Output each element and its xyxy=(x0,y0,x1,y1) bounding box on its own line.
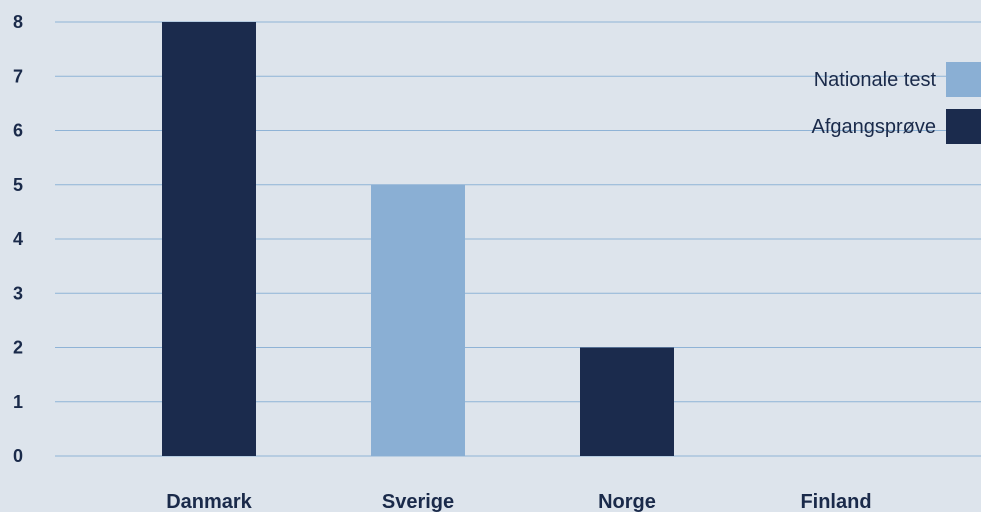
y-tick-label: 3 xyxy=(13,283,23,303)
y-tick-label: 8 xyxy=(13,12,23,32)
x-category-label: Danmark xyxy=(166,491,252,512)
bar-sverige xyxy=(371,184,465,456)
legend-swatch xyxy=(946,62,981,97)
y-tick-label: 2 xyxy=(13,338,23,358)
x-axis: Danmark Sverige Norge Finland xyxy=(166,491,871,512)
legend: Nationale test Afgangsprøve xyxy=(811,62,981,144)
y-tick-label: 6 xyxy=(13,121,23,141)
y-tick-label: 4 xyxy=(13,229,23,249)
legend-label: Afgangsprøve xyxy=(811,116,936,138)
x-category-label: Norge xyxy=(598,491,656,512)
legend-swatch xyxy=(946,109,981,144)
legend-label: Nationale test xyxy=(814,69,937,91)
bars xyxy=(162,22,674,456)
y-tick-label: 5 xyxy=(13,175,23,195)
bar-danmark xyxy=(162,22,256,456)
y-axis: 0 1 2 3 4 5 6 7 8 xyxy=(13,12,23,466)
x-category-label: Finland xyxy=(800,491,871,512)
y-tick-label: 1 xyxy=(13,392,23,412)
y-tick-label: 7 xyxy=(13,66,23,86)
x-category-label: Sverige xyxy=(382,491,454,512)
bar-norge xyxy=(580,347,674,456)
y-tick-label: 0 xyxy=(13,446,23,466)
